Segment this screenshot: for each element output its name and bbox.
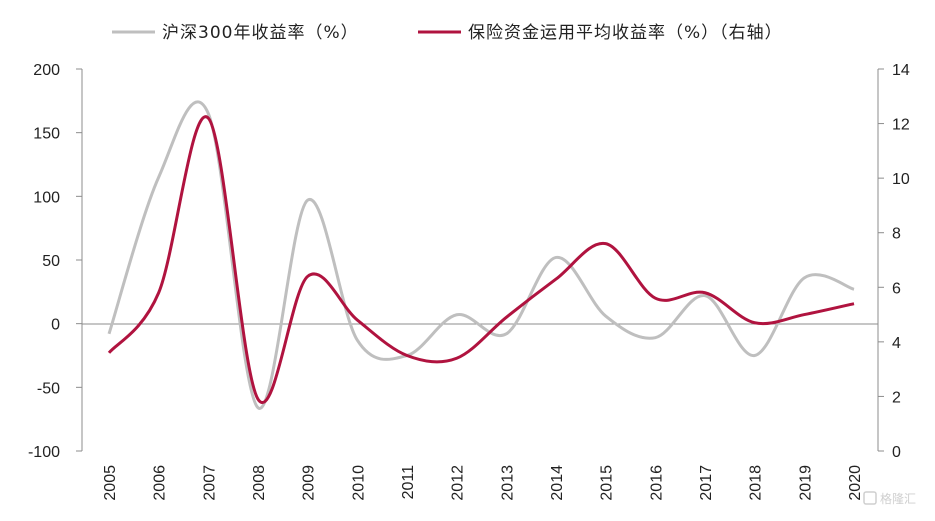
left-tick-label: 100 [33, 189, 60, 206]
x-tick-label: 2010 [350, 465, 367, 501]
right-tick-label: 6 [892, 280, 901, 297]
x-tick-label: 2005 [102, 465, 119, 501]
right-tick-label: 2 [892, 389, 901, 406]
x-tick-label: 2020 [847, 465, 864, 501]
legend: 沪深300年收益率（%） 保险资金运用平均收益率（%）（右轴） [112, 23, 783, 43]
legend-label-insurance: 保险资金运用平均收益率（%）（右轴） [468, 23, 783, 43]
x-tick-label: 2013 [499, 465, 516, 501]
axes [81, 69, 879, 451]
right-axis: 14 12 10 8 6 4 2 0 [878, 62, 910, 461]
left-tick-label: 200 [33, 62, 60, 79]
x-tick-label: 2012 [450, 465, 467, 501]
right-tick-label: 8 [892, 226, 901, 243]
x-tick-label: 2017 [698, 465, 715, 501]
left-tick-label: 0 [51, 317, 60, 334]
right-tick-label: 12 [892, 117, 910, 134]
right-tick-label: 0 [892, 444, 901, 461]
left-tick-label: 150 [33, 126, 60, 143]
x-tick-label: 2007 [201, 465, 218, 501]
x-tick-label: 2011 [400, 465, 417, 500]
left-tick-label: -50 [37, 380, 60, 397]
left-axis: 200 150 100 50 0 -50 -100 [28, 62, 82, 461]
legend-label-csi300: 沪深300年收益率（%） [162, 23, 359, 43]
logo-icon [863, 491, 877, 505]
series-points-insurance [108, 118, 855, 400]
x-axis: 2005 2006 2007 2008 2009 2010 2011 2012 2013 2014… [102, 465, 864, 501]
x-tick-label: 2018 [748, 465, 765, 501]
right-tick-label: 14 [892, 62, 910, 79]
left-tick-label: 50 [42, 253, 60, 270]
x-tick-label: 2006 [152, 465, 169, 501]
left-tick-label: -100 [28, 444, 60, 461]
series-line-insurance [107, 115, 855, 404]
x-tick-label: 2008 [251, 465, 268, 501]
watermark-text: 格隆汇 [880, 491, 916, 506]
x-tick-label: 2014 [549, 465, 566, 501]
series-line-csi300 [107, 100, 855, 410]
x-tick-label: 2016 [648, 465, 665, 501]
x-tick-label: 2019 [797, 465, 814, 501]
watermark: 格隆汇 [863, 491, 916, 506]
x-tick-label: 2015 [599, 465, 616, 501]
x-tick-label: 2009 [301, 465, 318, 501]
right-tick-label: 4 [892, 335, 901, 352]
right-tick-label: 10 [892, 171, 910, 188]
